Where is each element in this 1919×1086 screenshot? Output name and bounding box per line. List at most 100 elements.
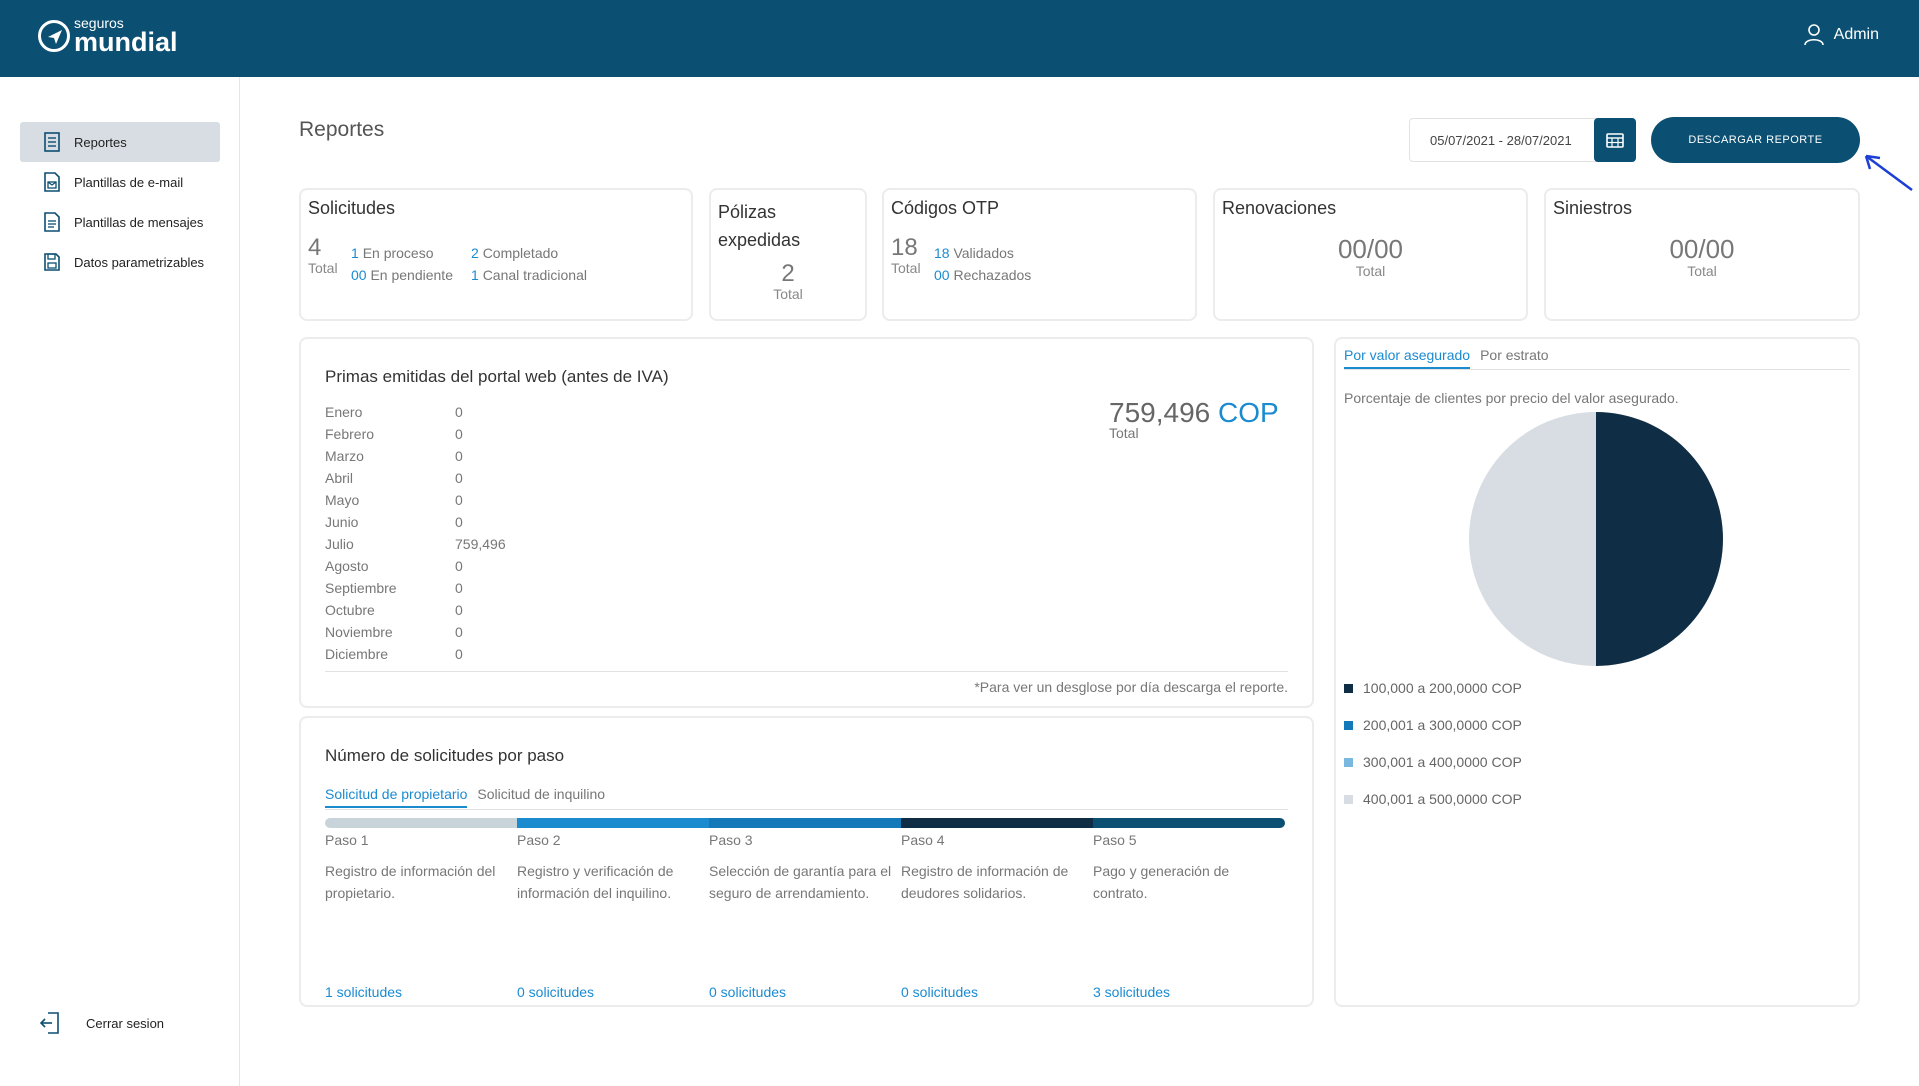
pasos-title: Número de solicitudes por paso [325, 746, 565, 765]
pendiente-label: En pendiente [370, 267, 453, 283]
card-pie: Por valor asegurado Por estrato Porcenta… [1334, 337, 1860, 1007]
pie-chart [1469, 412, 1723, 666]
month-row: Diciembre 0 [325, 646, 463, 662]
month-row: Noviembre 0 [325, 624, 463, 640]
primas-title: Primas emitidas del portal web (antes de… [325, 367, 669, 386]
message-template-icon [44, 212, 60, 232]
completado-label: Completado [482, 245, 559, 261]
proceso-count: 1 [351, 245, 359, 261]
rechazados-label: Rechazados [953, 267, 1032, 283]
legend-item: 400,001 a 500,0000 COP [1344, 791, 1522, 807]
logout-icon [40, 1012, 59, 1034]
month-row: Mayo 0 [325, 492, 463, 508]
brand-small: seguros [74, 15, 124, 31]
sidebar-item-plantillas-mensajes[interactable]: Plantillas de mensajes [20, 202, 220, 242]
date-range-picker[interactable]: 05/07/2021 - 28/07/2021 [1409, 118, 1636, 162]
sidebar: Reportes Plantillas de e-mail Plantillas… [0, 77, 240, 1086]
step-2: Paso 2 Registro y verificación de inform… [517, 818, 709, 904]
step-name: Paso 3 [709, 832, 753, 848]
month-row: Octubre 0 [325, 602, 463, 618]
tab-por-valor-asegurado[interactable]: Por valor asegurado [1344, 347, 1471, 369]
step-desc: Pago y generación de contrato. [1093, 863, 1230, 901]
card-title: Solicitudes [308, 198, 396, 218]
step-name: Paso 4 [901, 832, 945, 848]
logout-button[interactable]: Cerrar sesion [40, 1012, 164, 1034]
primas-total: 759,496 COP Total [1109, 397, 1279, 441]
card-renovaciones: Renovaciones 00/00 Total [1213, 188, 1528, 321]
legend-item: 100,000 a 200,0000 COP [1344, 680, 1522, 696]
card-title: Renovaciones [1222, 198, 1337, 218]
step-4: Paso 4 Registro de información de deudor… [901, 818, 1093, 904]
step-name: Paso 2 [517, 832, 561, 848]
otp-total: 18 [891, 234, 918, 261]
brand-big: mundial [74, 27, 178, 57]
legend-item: 200,001 a 300,0000 COP [1344, 717, 1522, 733]
step-3-count[interactable]: 0 solicitudes [709, 984, 787, 1000]
date-range-value: 05/07/2021 - 28/07/2021 [1430, 133, 1572, 148]
otp-total-label: Total [891, 260, 921, 276]
step-bar [325, 818, 517, 828]
step-2-count[interactable]: 0 solicitudes [517, 984, 595, 1000]
month-row: Septiembre 0 [325, 580, 463, 596]
card-siniestros: Siniestros 00/00 Total [1544, 188, 1860, 321]
pasos-tabs: Solicitud de propietario Solicitud de in… [325, 786, 615, 808]
user-name: Admin [1833, 26, 1879, 43]
step-5-count[interactable]: 3 solicitudes [1093, 984, 1171, 1000]
month-row: Enero 0 [325, 404, 463, 420]
step-3: Paso 3 Selección de garantía para el seg… [709, 818, 901, 904]
polizas-total-label: Total [773, 286, 803, 302]
sidebar-item-label: Reportes [74, 134, 127, 150]
brand-logo[interactable]: seguros mundial [38, 16, 178, 56]
step-desc: Registro y verificación de información d… [517, 863, 674, 901]
month-row: Febrero 0 [325, 426, 463, 442]
primas-divider [325, 671, 1288, 672]
renovaciones-value: 00/00 [1337, 234, 1404, 264]
save-icon [44, 253, 60, 271]
sidebar-item-datos-parametrizables[interactable]: Datos parametrizables [20, 242, 220, 282]
pie-tabs-divider [1344, 369, 1850, 370]
step-desc: Registro de información del propietario. [325, 863, 496, 901]
canal-count: 1 [471, 267, 479, 283]
sidebar-item-plantillas-email[interactable]: Plantillas de e-mail [20, 162, 220, 202]
tab-por-estrato[interactable]: Por estrato [1480, 347, 1549, 363]
validados-label: Validados [953, 245, 1014, 261]
step-desc: Selección de garantía para el seguro de … [709, 863, 892, 901]
card-title: Códigos OTP [891, 198, 1000, 218]
legend-label: 100,000 a 200,0000 COP [1363, 680, 1522, 696]
rechazados-count: 00 [934, 267, 950, 283]
download-report-button[interactable]: DESCARGAR REPORTE [1651, 117, 1860, 163]
primas-total-label: Total [1109, 425, 1139, 441]
month-row: Marzo 0 [325, 448, 463, 464]
legend-swatch [1344, 757, 1353, 767]
siniestros-value: 00/00 [1669, 234, 1735, 264]
step-4-count[interactable]: 0 solicitudes [901, 984, 979, 1000]
email-template-icon [44, 172, 60, 192]
siniestros-label: Total [1687, 263, 1717, 279]
step-bar [1093, 818, 1285, 828]
solicitudes-total-label: Total [308, 260, 338, 276]
calendar-button[interactable] [1594, 118, 1636, 162]
tab-solicitud-inquilino[interactable]: Solicitud de inquilino [477, 786, 606, 802]
user-menu[interactable]: Admin [1803, 24, 1879, 46]
step-1-count[interactable]: 1 solicitudes [325, 984, 403, 1000]
legend-swatch [1344, 794, 1353, 804]
sidebar-item-label: Plantillas de mensajes [74, 214, 204, 230]
primas-total-value: 759,496 [1109, 397, 1211, 428]
step-bar [709, 818, 901, 828]
pie-subtitle: Porcentaje de clientes por precio del va… [1344, 390, 1679, 406]
step-name: Paso 5 [1093, 832, 1137, 848]
card-primas: Primas emitidas del portal web (antes de… [299, 337, 1314, 708]
step-desc: Registro de información de deudores soli… [901, 863, 1069, 901]
sidebar-item-reportes[interactable]: Reportes [20, 122, 220, 162]
tab-solicitud-propietario[interactable]: Solicitud de propietario [325, 786, 468, 808]
card-solicitudes: Solicitudes 4 Total 1 En proceso 00 En p… [299, 188, 693, 321]
month-row: Agosto 0 [325, 558, 463, 574]
logout-label: Cerrar sesion [86, 1015, 165, 1031]
legend-swatch [1344, 683, 1353, 693]
month-row: Junio 0 [325, 514, 463, 530]
card-polizas: Pólizas expedidas 2 Total [709, 188, 867, 321]
sidebar-item-label: Plantillas de e-mail [74, 174, 184, 190]
pendiente-count: 00 [351, 267, 367, 283]
renovaciones-label: Total [1355, 263, 1386, 279]
user-icon [1803, 24, 1824, 46]
